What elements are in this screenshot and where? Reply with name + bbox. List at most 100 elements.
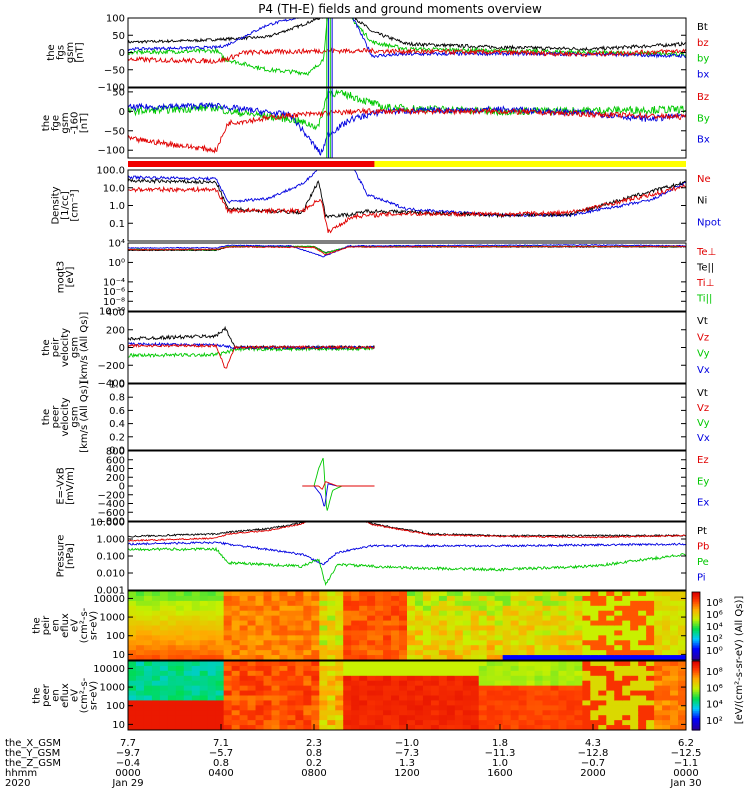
ytick-label-4-3: −200: [98, 361, 125, 372]
ylabel-9-6: sr-eV): [89, 681, 100, 710]
legend-6-1: Ey: [697, 476, 709, 487]
series-3-3: [128, 245, 686, 255]
xrow-3-4: 1600: [487, 768, 512, 779]
legend-5-0: Vt: [697, 388, 708, 399]
colorbar-cell-top-23: [692, 631, 700, 634]
ytick-label-8-2: 100: [106, 631, 125, 642]
xrow-0-1: 7.1: [213, 738, 229, 749]
series-7-5: [128, 546, 686, 586]
colorbar-cell-bottom-36: [692, 723, 700, 726]
colorbar-cell-bottom-34: [692, 719, 700, 722]
legend-3-1: Te||: [696, 263, 714, 274]
colorbar-cell-bottom-0: [692, 661, 700, 664]
ytick-label-6-8: −800: [98, 517, 125, 528]
colorbar-cell-bottom-28: [692, 709, 700, 712]
ylabel-2-1: [1/cc]: [60, 191, 71, 220]
ytick-label-9-1: 1000: [100, 683, 125, 694]
legend-7-3: Pi: [697, 573, 706, 584]
colorbar-cell-top-19: [692, 624, 700, 627]
ylabel-3-0: moqt3: [55, 261, 66, 294]
colorbar-cell-top-24: [692, 632, 700, 636]
xrow-1-4: −11.3: [485, 748, 516, 759]
ylabel-0-2: gsm: [65, 42, 76, 63]
ytick-label-1-1: 0: [119, 107, 125, 118]
colorbar-cell-top-2: [692, 595, 700, 598]
spectrogram-8: [128, 591, 686, 660]
series-7-4: [128, 541, 686, 566]
legend-1-1: By: [697, 113, 710, 124]
xrow-1-1: −5.7: [209, 748, 233, 759]
colorbar-tick-top-4: 10⁰: [706, 646, 723, 657]
ytick-label-8-3: 10: [112, 650, 125, 661]
ylabel-5-0: the: [41, 409, 52, 425]
panel-frame-4: [127, 311, 687, 384]
xrow-2-3: 1.3: [399, 758, 415, 769]
ylabel-8-2: en: [51, 619, 62, 632]
legend-3-0: Te⊥: [696, 247, 716, 258]
colorbar-cell-bottom-37: [692, 724, 700, 728]
legend-2-0: Ne: [697, 174, 711, 185]
colorbar-tick-top-1: 10⁶: [706, 610, 723, 621]
xrow-2-2: 0.2: [306, 758, 322, 769]
ylabel-8-5: (cm²-s-: [79, 607, 90, 643]
xrow-3-1: 0400: [208, 768, 233, 779]
ylabel-4-3: gsm: [70, 337, 81, 358]
ylabel-4-0: the: [41, 339, 52, 355]
ylabel-8-1: peir: [41, 615, 52, 635]
ytick-label-2-0: 100.0: [96, 166, 125, 177]
xrow-0-3: −1.0: [395, 738, 419, 749]
colorbar-cell-bottom-18: [692, 692, 700, 695]
colorbar-cell-top-16: [692, 619, 700, 622]
ylabel-8-0: the: [32, 617, 43, 633]
ytick-label-5-3: 0.4: [109, 419, 125, 430]
colorbar-cell-bottom-23: [692, 700, 700, 703]
legend-0-3: bx: [697, 69, 709, 80]
xrow-1-5: −12.8: [578, 748, 609, 759]
ytick-label-0-3: −50: [104, 65, 125, 76]
colorbar-tick-bottom-3: 10²: [706, 716, 723, 727]
ylabel-4-2: velocity: [60, 328, 71, 367]
colorbar-cell-top-36: [692, 653, 700, 656]
ytick-label-6-3: 200: [106, 473, 125, 484]
ytick-label-1-0: 50: [112, 87, 125, 98]
ylabel-8-3: eflux: [60, 613, 71, 638]
colorbar-cell-bottom-19: [692, 693, 700, 697]
xrow-0-6: 6.2: [678, 738, 694, 749]
legend-7-2: Pe: [697, 557, 709, 568]
legend-0-0: Bt: [697, 22, 708, 33]
ylabel-6-0: E=-VxB: [55, 467, 66, 504]
ylabel-1-3: -160: [70, 112, 81, 135]
ytick-label-0-0: 100: [106, 14, 125, 25]
traces-0: [128, 18, 686, 87]
ytick-label-4-0: 400: [106, 308, 125, 319]
xrow-2-4: 1.0: [492, 758, 508, 769]
series-7-3: [366, 522, 686, 539]
colorbar-cell-bottom-38: [692, 726, 700, 729]
colorbar-cell-bottom-11: [692, 679, 700, 683]
colorbar-cell-bottom-1: [692, 662, 700, 666]
colorbar-label: [eV/(cm²-s-sr-eV) (All Qs)]: [734, 596, 745, 725]
traces-7: [128, 522, 686, 586]
panel-frame-5: [127, 383, 687, 451]
ytick-label-6-7: −600: [98, 508, 125, 519]
series-7-1: [365, 522, 686, 538]
panel-frame-8: [127, 590, 687, 661]
ylabel-1-0: the: [41, 115, 52, 131]
series-1-2: [128, 107, 686, 154]
colorbar-cell-bottom-9: [692, 676, 700, 679]
ytick-label-2-1: 10.0: [103, 183, 125, 194]
xrow-label-0: the_X_GSM: [5, 738, 61, 749]
ytick-label-1-2: −50: [104, 126, 125, 137]
colorbar-cell-bottom-10: [692, 678, 700, 681]
series-0-0: [128, 18, 323, 45]
colorbar-cell-bottom-14: [692, 685, 700, 688]
colorbar-cell-bottom-16: [692, 688, 700, 691]
ytick-label-2-3: 0.1: [109, 219, 125, 230]
colorbar-cell-top-29: [692, 641, 700, 644]
colorbar-cell-top-28: [692, 639, 700, 642]
legend-0-1: bz: [697, 38, 709, 49]
xrow-2-1: 0.8: [213, 758, 229, 769]
